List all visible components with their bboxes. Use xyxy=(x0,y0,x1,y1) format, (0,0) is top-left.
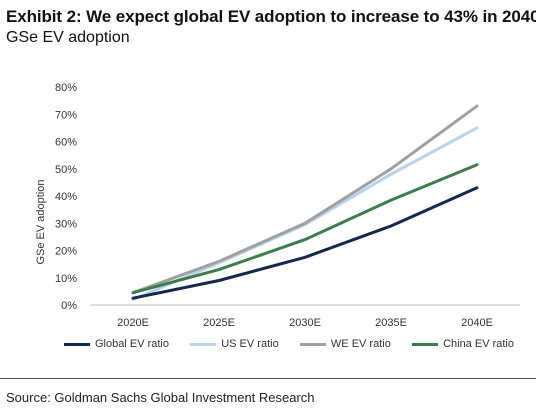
legend-label: China EV ratio xyxy=(443,338,514,350)
legend-item: WE EV ratio xyxy=(299,338,391,350)
x-tick-label: 2035E xyxy=(375,317,407,329)
x-axis-ticks: 2020E 2025E 2030E 2035E 2040E xyxy=(117,317,493,329)
y-tick-label: 70% xyxy=(55,109,77,121)
legend-swatch xyxy=(299,342,326,346)
x-tick-label: 2025E xyxy=(203,317,235,329)
y-axis-label: GSe EV adoption xyxy=(35,179,47,264)
legend-label: Global EV ratio xyxy=(95,338,169,350)
y-tick-label: 10% xyxy=(55,273,77,285)
chart-title: Exhibit 2: We expect global EV adoption … xyxy=(6,7,536,26)
series-line-we-ev-ratio xyxy=(131,104,479,295)
source-note: Source: Goldman Sachs Global Investment … xyxy=(6,390,315,405)
series-line-china-ev-ratio xyxy=(131,163,479,295)
y-tick-label: 20% xyxy=(55,246,77,258)
series-line-global-ev-ratio xyxy=(131,186,479,300)
legend-item: China EV ratio xyxy=(412,338,514,350)
legend-item: US EV ratio xyxy=(190,338,279,350)
y-tick-label: 80% xyxy=(55,82,77,94)
legend-label: US EV ratio xyxy=(221,338,279,350)
legend-label: WE EV ratio xyxy=(330,338,391,350)
legend-swatch xyxy=(412,342,439,346)
series-lines xyxy=(131,104,479,302)
legend-swatch xyxy=(64,342,90,346)
y-tick-label: 50% xyxy=(55,164,77,176)
y-tick-label: 40% xyxy=(55,191,77,203)
y-tick-label: 0% xyxy=(61,300,77,312)
legend-swatch xyxy=(190,342,217,346)
x-tick-label: 2030E xyxy=(289,317,321,329)
x-tick-label: 2020E xyxy=(117,317,149,329)
x-tick-label: 2040E xyxy=(461,317,493,329)
chart-subtitle: GSe EV adoption xyxy=(6,29,130,46)
y-tick-label: 60% xyxy=(55,137,77,149)
chart-legend: Global EV ratio US EV ratio WE EV ratio Chi… xyxy=(64,338,514,350)
footer-divider xyxy=(0,378,536,379)
y-tick-label: 30% xyxy=(55,218,77,230)
y-axis-ticks: 0% 10% 20% 30% 40% 50% 60% 70% 80% xyxy=(55,82,77,312)
legend-item: Global EV ratio xyxy=(64,338,169,350)
